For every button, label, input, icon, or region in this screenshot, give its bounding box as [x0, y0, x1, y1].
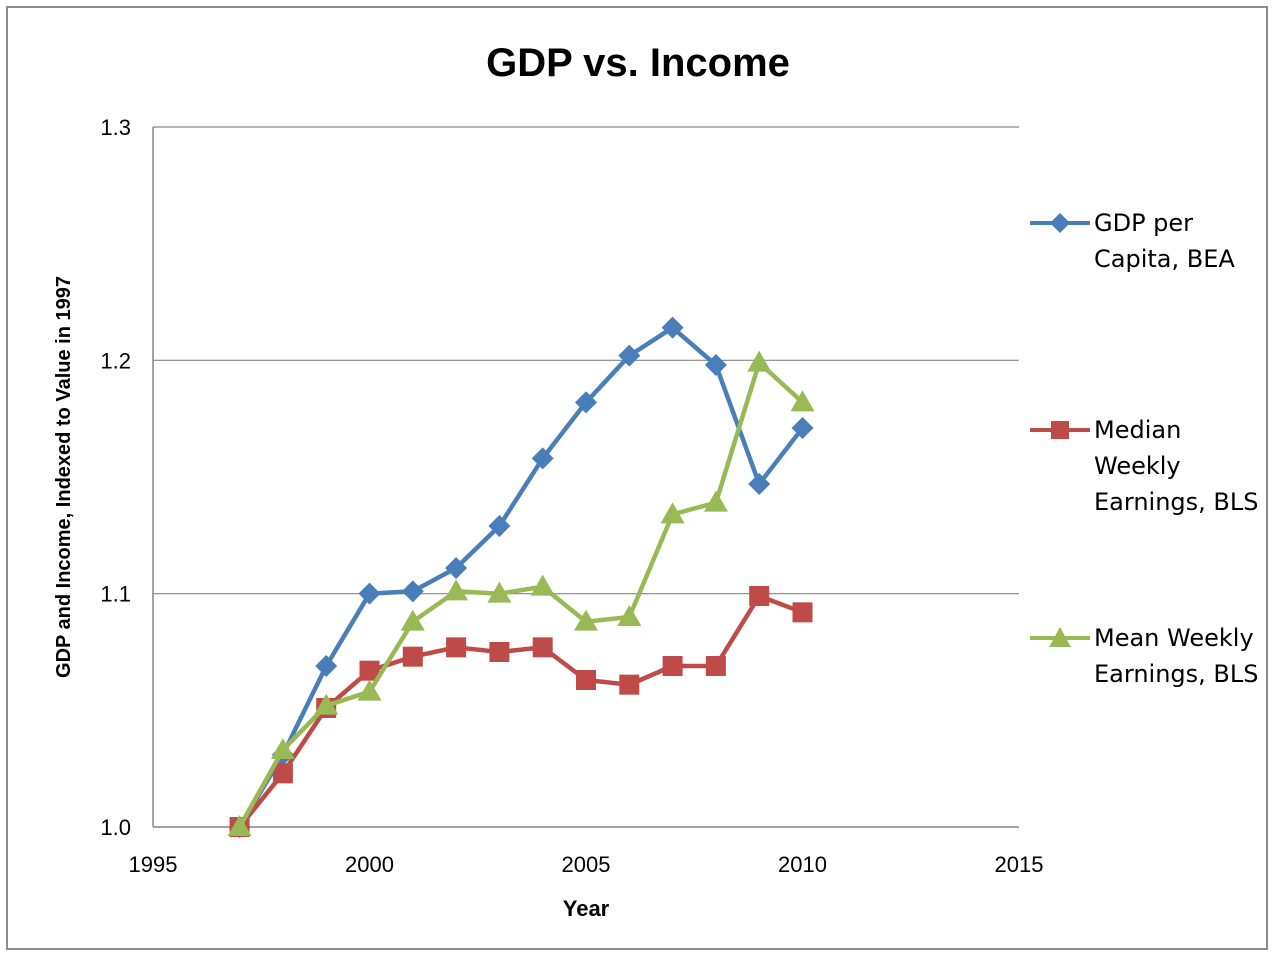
y-tick-label: 1.1 [100, 582, 131, 607]
y-tick-label: 1.3 [100, 115, 131, 140]
data-point [617, 605, 642, 626]
data-point [790, 390, 815, 412]
data-point [530, 574, 555, 596]
data-point [445, 557, 468, 579]
data-point [315, 655, 338, 677]
data-point [314, 693, 339, 715]
data-point [747, 350, 772, 372]
data-point [270, 738, 295, 759]
legend-label-gdp: GDP per Capita, BEA [1094, 209, 1235, 273]
x-tick-label: 2010 [778, 852, 827, 877]
data-point [488, 515, 511, 537]
data-point [532, 637, 553, 658]
data-point [704, 354, 727, 376]
series-triangle [227, 350, 815, 836]
data-point [792, 602, 813, 623]
data-point [531, 447, 554, 470]
series-group [227, 316, 815, 838]
data-point [487, 581, 512, 603]
x-tick-labels: 1995 2000 2005 2010 2015 [129, 852, 1044, 877]
legend-label-mean: Mean Weekly Earnings, BLS [1094, 624, 1259, 688]
data-point [400, 609, 425, 631]
data-point [791, 417, 814, 439]
chart-title: GDP vs. Income [486, 41, 790, 85]
legend-label-median: Median Weekly Earnings, BLS [1094, 416, 1259, 516]
x-tick-label: 2000 [345, 852, 394, 877]
legend-square-marker-icon [1030, 421, 1090, 439]
series-line [237, 325, 805, 829]
data-point [446, 637, 467, 658]
data-point [227, 815, 252, 836]
data-point [703, 490, 728, 512]
data-point [402, 646, 423, 667]
data-point [489, 642, 510, 662]
x-tick-label: 2005 [562, 852, 611, 877]
y-tick-label: 1.2 [100, 348, 131, 373]
legend-diamond-marker-icon [1030, 213, 1090, 233]
series-diamond [228, 316, 814, 838]
data-point [574, 609, 598, 631]
data-point [619, 674, 640, 695]
x-tick-label: 2015 [995, 852, 1044, 877]
data-point [576, 670, 596, 690]
data-point [660, 502, 685, 524]
data-point [575, 391, 597, 414]
data-point [359, 660, 380, 681]
y-axis-label: GDP and Income, Indexed to Value in 1997 [53, 276, 75, 678]
data-point [661, 316, 684, 339]
y-tick-label: 1.0 [100, 815, 131, 840]
x-axis-label: Year [563, 896, 610, 921]
legend-triangle-marker-icon [1030, 627, 1090, 647]
data-point [358, 582, 381, 605]
series-line [237, 360, 805, 829]
y-tick-labels: 1.0 1.1 1.2 1.3 [100, 115, 131, 840]
data-point [618, 344, 641, 367]
data-point [357, 679, 382, 701]
x-tick-label: 1995 [129, 852, 178, 877]
chart-frame [6, 6, 1268, 950]
data-point [749, 586, 770, 606]
data-point [401, 580, 424, 603]
data-point [705, 656, 726, 676]
data-point [272, 763, 293, 784]
grid-lines [153, 126, 1019, 595]
data-point [662, 656, 683, 676]
data-point [748, 473, 771, 495]
data-point [444, 579, 469, 601]
